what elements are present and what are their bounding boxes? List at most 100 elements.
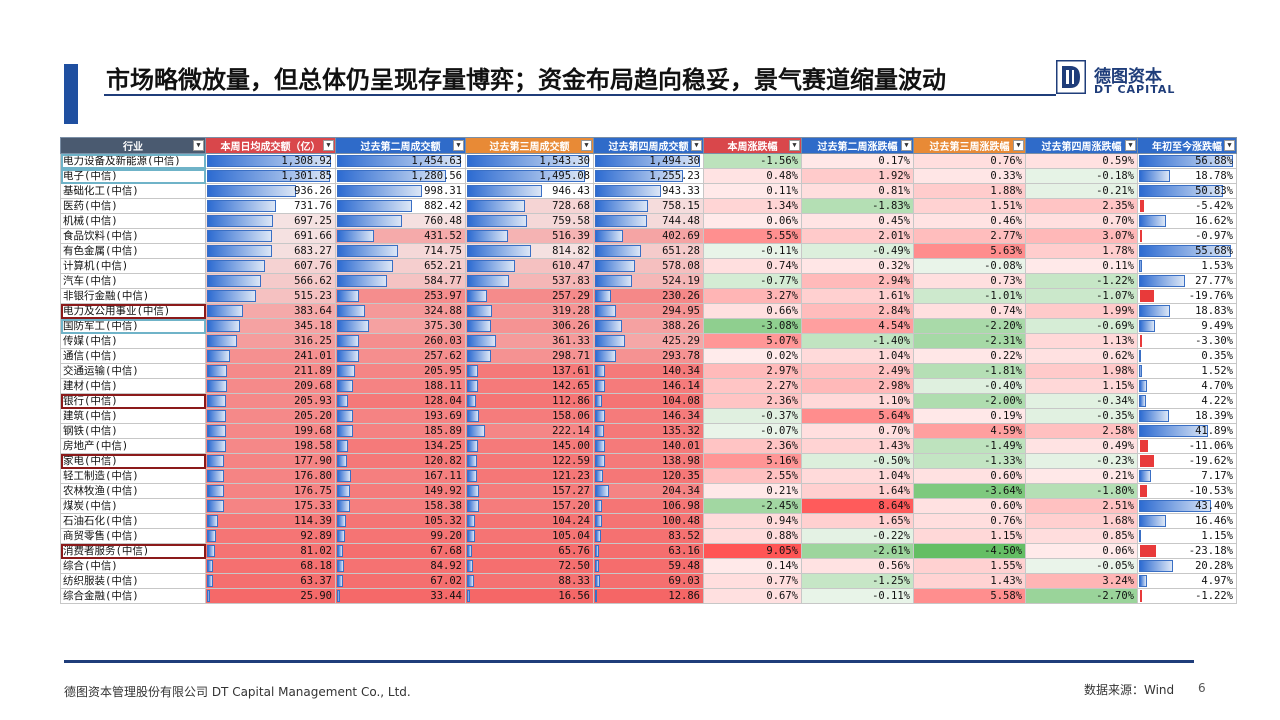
- change-cell: -1.01%: [913, 288, 1026, 304]
- table-header-row: 行业 ▼ 本周日均成交额（亿） ▼ 过去第二周成交额 ▼ 过去第三周成交额 ▼ 过去第四周成交额…: [60, 137, 1237, 154]
- change-cell: 27.77%: [1137, 273, 1237, 289]
- turnover-cell: 16.56: [465, 588, 594, 604]
- cell-value: -3.08%: [760, 320, 798, 332]
- turnover-data-bar: [467, 455, 477, 467]
- cell-value: 112.86: [552, 395, 590, 407]
- cell-value: 1.04%: [878, 470, 910, 482]
- cell-value: 1,543.30: [539, 155, 590, 167]
- turnover-data-bar: [207, 320, 240, 332]
- turnover-cell: 566.62: [205, 273, 336, 289]
- turnover-cell: 691.66: [205, 228, 336, 244]
- turnover-cell: 431.52: [335, 228, 466, 244]
- change-cell: -1.83%: [801, 198, 914, 214]
- filter-dropdown-icon[interactable]: ▼: [323, 140, 334, 151]
- cell-value: 0.06%: [1102, 545, 1134, 557]
- change-cell: 9.49%: [1137, 318, 1237, 334]
- column-header-0[interactable]: 行业 ▼: [60, 137, 206, 154]
- turnover-data-bar: [595, 485, 610, 497]
- change-cell: -0.05%: [1025, 558, 1138, 574]
- turnover-cell: 106.98: [593, 498, 704, 514]
- filter-dropdown-icon[interactable]: ▼: [1224, 140, 1235, 151]
- column-header-1[interactable]: 本周日均成交额（亿） ▼: [205, 137, 336, 154]
- cell-value: 176.75: [294, 485, 332, 497]
- turnover-data-bar: [595, 515, 603, 527]
- turnover-data-bar: [595, 440, 605, 452]
- industry-name-cell: 通信(中信): [60, 348, 206, 364]
- cell-value: 744.48: [662, 215, 700, 227]
- cell-value: 257.62: [424, 350, 462, 362]
- filter-dropdown-icon[interactable]: ▼: [901, 140, 912, 151]
- change-cell: -1.07%: [1025, 288, 1138, 304]
- table-row: 交通运输(中信) 211.89 205.95 137.61 140.34 2.97% 2.4…: [60, 363, 1237, 379]
- turnover-data-bar: [337, 530, 346, 542]
- cell-value: 167.11: [424, 470, 462, 482]
- cell-value: -0.34%: [1096, 395, 1134, 407]
- turnover-data-bar: [467, 260, 516, 272]
- turnover-data-bar: [337, 230, 374, 242]
- change-cell: -0.11%: [801, 588, 914, 604]
- change-cell: 1.53%: [1137, 258, 1237, 274]
- cell-value: 100.48: [662, 515, 700, 527]
- turnover-cell: 63.16: [593, 543, 704, 559]
- turnover-cell: 209.68: [205, 378, 336, 394]
- change-cell: -3.64%: [913, 483, 1026, 499]
- turnover-data-bar: [595, 260, 636, 272]
- column-header-7[interactable]: 过去第三周涨跌幅 ▼: [913, 137, 1026, 154]
- column-header-3[interactable]: 过去第三周成交额 ▼: [465, 137, 594, 154]
- turnover-data-bar: [337, 215, 402, 227]
- cell-value: 946.43: [552, 185, 590, 197]
- filter-dropdown-icon[interactable]: ▼: [789, 140, 800, 151]
- change-cell: 0.94%: [703, 513, 802, 529]
- turnover-data-bar: [467, 515, 476, 527]
- column-header-5[interactable]: 本周涨跌幅 ▼: [703, 137, 802, 154]
- table-row: 通信(中信) 241.01 257.62 298.71 293.78 0.02% 1.04%…: [60, 348, 1237, 364]
- turnover-data-bar: [595, 320, 623, 332]
- change-cell: 0.81%: [801, 183, 914, 199]
- turnover-data-bar: [207, 230, 273, 242]
- cell-value: 293.78: [662, 350, 700, 362]
- industry-name-cell: 建筑(中信): [60, 408, 206, 424]
- change-cell: 5.07%: [703, 333, 802, 349]
- turnover-cell: 943.33: [593, 183, 704, 199]
- turnover-data-bar: [337, 455, 348, 467]
- cell-value: 683.27: [294, 245, 332, 257]
- turnover-cell: 375.30: [335, 318, 466, 334]
- cell-value: 294.95: [662, 305, 700, 317]
- filter-dropdown-icon[interactable]: ▼: [1125, 140, 1136, 151]
- column-header-8[interactable]: 过去第四周涨跌幅 ▼: [1025, 137, 1138, 154]
- change-cell: 0.02%: [703, 348, 802, 364]
- change-cell: -0.77%: [703, 273, 802, 289]
- filter-dropdown-icon[interactable]: ▼: [1013, 140, 1024, 151]
- cell-value: -0.69%: [1096, 320, 1134, 332]
- turnover-data-bar: [467, 305, 493, 317]
- table-row: 国防军工(中信) 345.18 375.30 306.26 388.26 -3.08% 4.…: [60, 318, 1237, 334]
- turnover-data-bar: [207, 185, 296, 197]
- cell-value: -5.42%: [1195, 200, 1233, 212]
- filter-dropdown-icon[interactable]: ▼: [453, 140, 464, 151]
- turnover-data-bar: [467, 155, 589, 167]
- table-row: 消费者服务(中信) 81.02 67.68 65.76 63.16 9.05% -2.61%…: [60, 543, 1237, 559]
- turnover-data-bar: [595, 500, 603, 512]
- column-header-6[interactable]: 过去第二周涨跌幅 ▼: [801, 137, 914, 154]
- cell-value: -10.53%: [1188, 485, 1233, 497]
- turnover-cell: 92.89: [205, 528, 336, 544]
- filter-dropdown-icon[interactable]: ▼: [193, 140, 204, 151]
- table-row: 综合(中信) 68.18 84.92 72.50 59.48 0.14% 0.56% 1.55…: [60, 558, 1237, 574]
- table-row: 建筑(中信) 205.20 193.69 158.06 146.34 -0.37% 5.64…: [60, 408, 1237, 424]
- turnover-cell: 537.83: [465, 273, 594, 289]
- turnover-cell: 324.88: [335, 303, 466, 319]
- filter-dropdown-icon[interactable]: ▼: [691, 140, 702, 151]
- filter-dropdown-icon[interactable]: ▼: [581, 140, 592, 151]
- column-header-4[interactable]: 过去第四周成交额 ▼: [593, 137, 704, 154]
- change-cell: 1.04%: [801, 348, 914, 364]
- change-cell: 0.70%: [1025, 213, 1138, 229]
- column-header-9[interactable]: 年初至今涨跌幅 ▼: [1137, 137, 1237, 154]
- cell-value: 1.88%: [990, 185, 1022, 197]
- cell-value: 1.98%: [1102, 365, 1134, 377]
- cell-value: 158.06: [552, 410, 590, 422]
- page-number: 6: [1198, 681, 1206, 695]
- column-header-2[interactable]: 过去第二周成交额 ▼: [335, 137, 466, 154]
- cell-value: -4.50%: [984, 545, 1022, 557]
- change-cell: 2.84%: [801, 303, 914, 319]
- change-cell: 0.06%: [703, 213, 802, 229]
